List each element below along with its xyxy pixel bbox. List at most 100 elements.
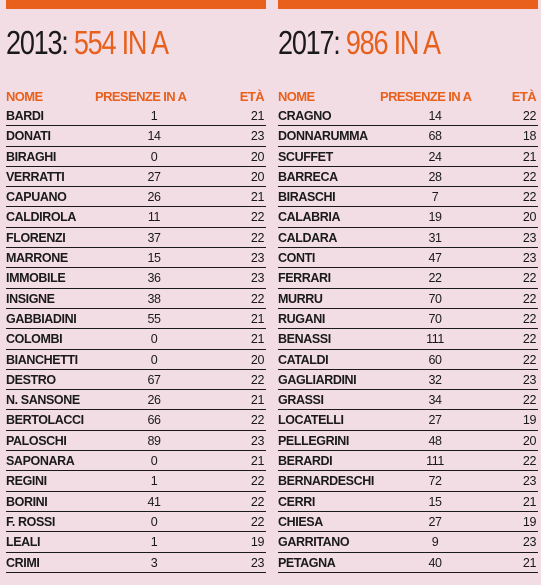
player-presences: 0 <box>150 352 158 367</box>
player-age: 20 <box>522 210 537 225</box>
player-age: 23 <box>250 251 265 266</box>
player-age: 23 <box>522 372 537 387</box>
player-age: 23 <box>522 474 537 489</box>
table-row: BORINI 41 22 <box>6 492 266 512</box>
player-presences: 47 <box>428 251 442 266</box>
player-name: BERTOLACCI <box>6 413 84 428</box>
player-age: 23 <box>250 433 265 448</box>
header-name: NOME <box>6 89 43 104</box>
table-row: RUGANI 70 22 <box>278 309 538 330</box>
player-name: N. SANSONE <box>6 393 80 408</box>
player-presences: 9 <box>431 535 439 550</box>
player-name: MURRU <box>278 291 323 306</box>
player-age: 21 <box>250 332 265 347</box>
player-presences: 34 <box>428 393 442 408</box>
player-age: 20 <box>250 169 265 184</box>
player-presences: 70 <box>428 311 442 326</box>
table-row: MURRU 70 22 <box>278 289 538 309</box>
player-presences: 26 <box>147 393 161 408</box>
player-presences: 66 <box>147 413 161 428</box>
player-presences: 72 <box>428 474 442 489</box>
player-name: CALDARA <box>278 230 337 245</box>
title-count: 986 IN A <box>345 24 441 61</box>
player-name: BIRAGHI <box>6 149 56 164</box>
player-presences: 27 <box>428 413 442 428</box>
player-age: 21 <box>522 494 537 509</box>
player-name: CERRI <box>278 494 315 509</box>
top-accent-bar <box>278 0 538 9</box>
table-row: REGINI 1 22 <box>6 471 266 492</box>
table-row: BIRASCHI 7 22 <box>278 187 538 208</box>
player-age: 22 <box>522 271 537 286</box>
player-name: CATALDI <box>278 352 329 367</box>
player-name: CALDIROLA <box>6 210 77 225</box>
table-row: BERARDI 111 22 <box>278 451 538 472</box>
player-presences: 67 <box>147 372 161 387</box>
table-header: NOME PRESENZE IN A ETÀ <box>6 89 266 105</box>
player-age: 21 <box>250 109 265 123</box>
header-age: ETÀ <box>239 89 265 104</box>
player-name: COLOMBI <box>6 332 63 347</box>
player-age: 20 <box>250 352 265 367</box>
player-presences: 11 <box>147 210 161 225</box>
player-presences: 28 <box>428 169 442 184</box>
table-row: GABBIADINI 55 21 <box>6 309 266 330</box>
player-age: 19 <box>250 535 265 550</box>
table-row: IMMOBILE 36 23 <box>6 268 266 289</box>
panel-2013: 2013: 554 IN A NOME PRESENZE IN A ETÀ BA… <box>6 0 266 585</box>
player-age: 23 <box>522 535 537 550</box>
player-presences: 14 <box>147 129 161 144</box>
player-name: PELLEGRINI <box>278 433 350 448</box>
table-row: PALOSCHI 89 23 <box>6 431 266 452</box>
table-row: FLORENZI 37 22 <box>6 228 266 249</box>
player-age: 19 <box>522 514 537 529</box>
player-age: 20 <box>250 149 265 164</box>
player-age: 22 <box>522 332 537 347</box>
player-name: CHIESA <box>278 514 323 529</box>
player-name: BENASSI <box>278 332 331 347</box>
table-row: FERRARI 22 22 <box>278 268 538 289</box>
table-row: CALDARA 31 23 <box>278 228 538 249</box>
player-name: CALABRIA <box>278 210 341 225</box>
table-row: CAPUANO 26 21 <box>6 187 266 208</box>
table-row: LEALI 1 19 <box>6 532 266 553</box>
panel-title: 2017: 986 IN A <box>278 24 441 62</box>
table-row: COLOMBI 0 21 <box>6 329 266 350</box>
player-presences: 15 <box>147 251 161 266</box>
player-presences: 3 <box>150 555 158 570</box>
title-year: 2013: <box>6 24 69 61</box>
player-presences: 1 <box>150 109 158 123</box>
player-presences: 24 <box>428 149 442 164</box>
player-presences: 0 <box>150 149 158 164</box>
player-name: PETAGNA <box>278 555 336 570</box>
header-presences: PRESENZE IN A <box>380 89 472 104</box>
table-row: PELLEGRINI 48 20 <box>278 431 538 452</box>
player-presences: 0 <box>150 514 158 529</box>
player-presences: 7 <box>431 190 439 205</box>
player-age: 21 <box>250 311 265 326</box>
player-presences: 48 <box>428 433 442 448</box>
player-name: IMMOBILE <box>6 271 66 286</box>
player-presences: 41 <box>147 494 161 509</box>
player-age: 22 <box>522 393 537 408</box>
table-row: CATALDI 60 22 <box>278 350 538 370</box>
player-presences: 15 <box>428 494 442 509</box>
player-presences: 37 <box>147 230 161 245</box>
player-age: 22 <box>522 190 537 205</box>
table-row: LOCATELLI 27 19 <box>278 410 538 431</box>
player-presences: 14 <box>428 109 442 123</box>
table-row: DONNARUMMA 68 18 <box>278 126 538 147</box>
player-age: 22 <box>250 494 265 509</box>
player-name: FLORENZI <box>6 230 66 245</box>
player-name: GRASSI <box>278 393 324 408</box>
player-age: 22 <box>250 230 265 245</box>
player-name: REGINI <box>6 474 47 489</box>
title-count: 554 IN A <box>73 24 169 61</box>
table-row: CALABRIA 19 20 <box>278 207 538 228</box>
player-age: 22 <box>522 454 537 469</box>
player-presences: 19 <box>428 210 442 225</box>
player-age: 21 <box>522 149 537 164</box>
table-row: BARRECA 28 22 <box>278 167 538 188</box>
table-row: BERNARDESCHI 72 23 <box>278 471 538 492</box>
table-header: NOME PRESENZE IN A ETÀ <box>278 89 538 105</box>
